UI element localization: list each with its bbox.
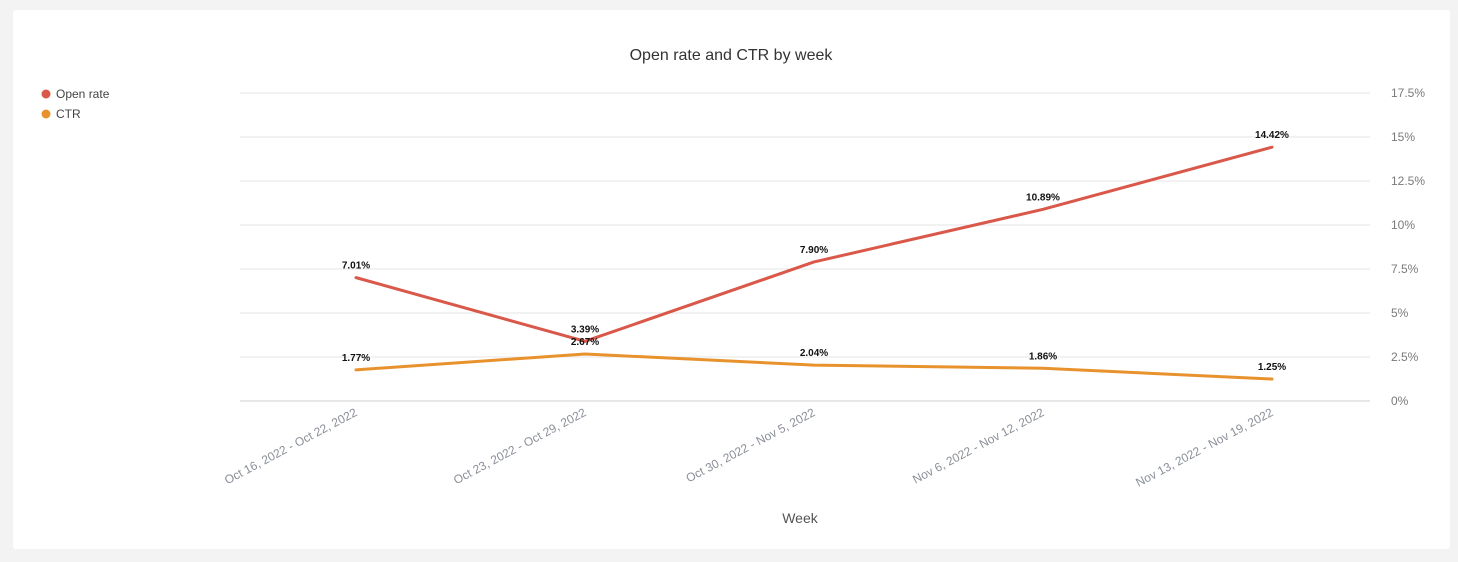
legend-item[interactable]: Open rate: [41, 87, 110, 101]
y-tick-label: 2.5%: [1391, 350, 1419, 364]
legend-label: Open rate: [56, 87, 110, 101]
x-axis: Oct 16, 2022 - Oct 22, 2022 Oct 23, 2022 …: [222, 405, 1276, 490]
gridlines: [240, 92, 1370, 402]
x-tick-label: Nov 6, 2022 - Nov 12, 2022: [910, 405, 1046, 486]
y-tick-label: 5%: [1391, 306, 1409, 320]
data-label: 7.90%: [800, 245, 828, 256]
data-label: 7.01%: [342, 261, 370, 272]
data-label: 14.42%: [1255, 130, 1289, 141]
x-axis-label: Week: [782, 510, 819, 526]
legend-marker: [41, 109, 51, 119]
plot-area: [354, 145, 1274, 381]
y-tick-label: 12.5%: [1391, 174, 1425, 188]
data-labels: 7.01% 3.39% 7.90% 10.89% 14.42% 1.77% 2.67% 2.0…: [342, 130, 1289, 373]
x-tick-label: Oct 23, 2022 - Oct 29, 2022: [451, 405, 589, 487]
chart-title: Open rate and CTR by week: [630, 47, 834, 64]
y-tick-label: 10%: [1391, 218, 1415, 232]
y-axis: 0% 2.5% 5% 7.5% 10% 12.5% 15% 17.5%: [1391, 86, 1425, 408]
line-chart: Open rate and CTR by week Open rate CTR 0…: [41, 47, 1425, 526]
legend-label: CTR: [56, 107, 81, 121]
series-line: [354, 145, 1274, 343]
data-label: 2.04%: [800, 348, 828, 359]
x-tick-label: Nov 13, 2022 - Nov 19, 2022: [1133, 405, 1275, 490]
legend-marker: [41, 89, 51, 99]
data-label: 1.77%: [342, 353, 370, 364]
data-label: 3.39%: [571, 324, 599, 335]
chart-card: Open rate and CTR by week Open rate CTR 0…: [13, 10, 1450, 549]
x-tick-label: Oct 30, 2022 - Nov 5, 2022: [684, 405, 818, 485]
data-label: 1.25%: [1258, 362, 1286, 373]
x-tick-label: Oct 16, 2022 - Oct 22, 2022: [222, 405, 360, 487]
y-tick-label: 0%: [1391, 394, 1409, 408]
data-label: 2.67%: [571, 337, 599, 348]
data-label: 10.89%: [1026, 192, 1060, 203]
legend: Open rate CTR: [41, 87, 110, 121]
y-tick-label: 7.5%: [1391, 262, 1419, 276]
series-line: [354, 352, 1274, 381]
data-label: 1.86%: [1029, 351, 1057, 362]
y-tick-label: 17.5%: [1391, 86, 1425, 100]
legend-item[interactable]: CTR: [41, 107, 81, 121]
y-tick-label: 15%: [1391, 130, 1415, 144]
